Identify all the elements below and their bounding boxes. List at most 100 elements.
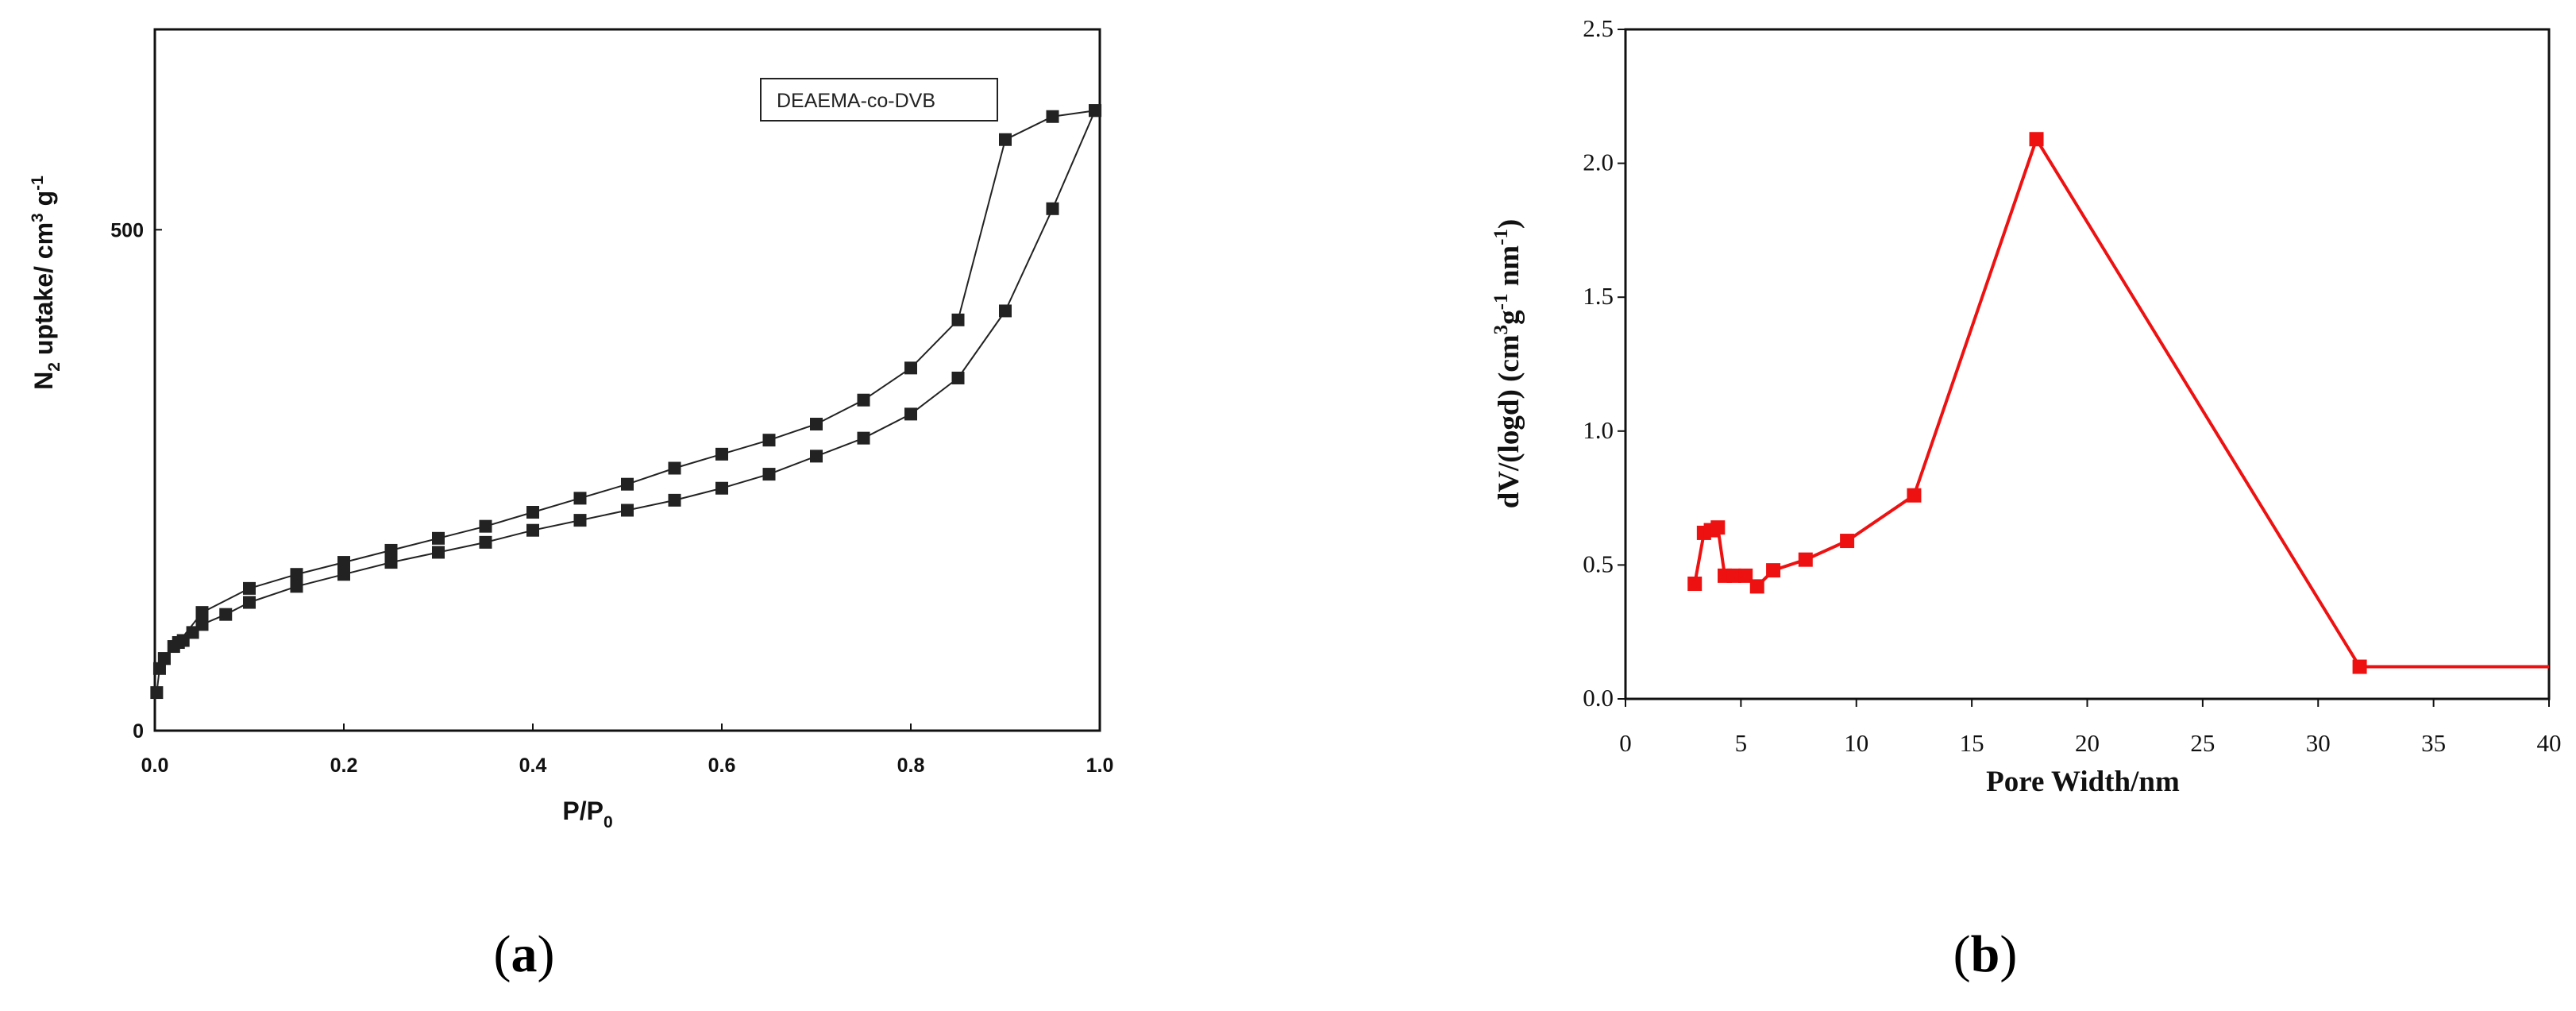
data-point [172, 635, 185, 649]
data-point [479, 519, 492, 533]
panel-a-legend-box [760, 78, 998, 122]
x-tick-label: 40 [2537, 729, 2562, 757]
series-line [1693, 137, 2549, 669]
data-point [857, 431, 870, 445]
panel-a-isotherm-chart: 0 500 0.0 0.2 0.4 0.6 0.8 1.0 DEAEMA-co-DVB P/… [29, 28, 1114, 983]
data-point [384, 556, 398, 569]
data-point [1840, 534, 1855, 549]
data-point [2029, 132, 2044, 147]
data-point [1046, 202, 1059, 215]
data-point [1907, 488, 1922, 503]
data-point [1710, 520, 1726, 535]
panel-a-label: (a) [494, 925, 555, 983]
x-tick-label: 20 [2075, 729, 2100, 757]
data-point [243, 581, 256, 595]
data-point [857, 393, 870, 407]
x-tick-label: 0.6 [708, 754, 736, 777]
panel-a-series [150, 104, 1102, 700]
data-point [668, 461, 681, 475]
data-point [1726, 568, 1741, 583]
panel-a-legend-label: DEAEMA-co-DVB [777, 90, 935, 112]
panel-b-y-ticks: 0.0 0.5 1.0 1.5 2.0 2.5 [1583, 14, 1625, 712]
data-point [195, 606, 209, 619]
data-point [999, 304, 1012, 318]
data-point [1687, 577, 1703, 592]
data-point [573, 492, 587, 505]
panel-b-label: (b) [1953, 925, 2018, 983]
panel-a-x-axis-label: P/P0 [562, 797, 612, 832]
x-tick-label: 10 [1844, 729, 1868, 757]
x-tick-label: 0.2 [330, 754, 358, 777]
data-point [715, 447, 728, 461]
y-tick-label: 1.0 [1583, 416, 1614, 444]
panel-b-x-axis-label: Pore Width/nm [1986, 766, 2180, 798]
series-line [164, 110, 1096, 659]
x-tick-label: 0.4 [519, 754, 547, 777]
panel-b-pore-distribution-chart: 0.0 0.5 1.0 1.5 2.0 2.5 0 5 10 15 20 25 30 35 40 Pore… [1490, 14, 2562, 983]
panel-a-legend: DEAEMA-co-DVB [760, 78, 998, 122]
data-point [290, 568, 303, 581]
x-tick-label: 15 [1960, 729, 1984, 757]
data-point [195, 618, 209, 631]
x-tick-label: 30 [2306, 729, 2331, 757]
panel-b-plot-frame [1624, 28, 2551, 700]
data-point [762, 434, 776, 447]
y-tick-label: 500 [110, 219, 144, 241]
data-point [290, 580, 303, 593]
x-tick-label: 5 [1735, 729, 1748, 757]
data-point [432, 531, 445, 545]
y-tick-label: 0.0 [1583, 684, 1614, 712]
x-tick-label: 35 [2421, 729, 2446, 757]
data-point [1738, 568, 1753, 583]
data-point [2352, 659, 2367, 674]
y-tick-label: 0 [133, 720, 144, 743]
data-point [384, 543, 398, 557]
x-tick-label: 0 [1619, 729, 1632, 757]
data-point [219, 608, 233, 621]
data-point [1046, 110, 1059, 123]
data-point [479, 535, 492, 549]
y-tick-label: 0.5 [1583, 550, 1614, 577]
panel-b-series [1687, 132, 2549, 674]
panel-a-y-ticks: 0 500 [110, 219, 162, 743]
panel-a-y-axis-label: N2 uptake/ cm3 g-1 [29, 176, 64, 390]
data-point [243, 596, 256, 609]
panel-b-y-axis-label: dV/(logd) (cm3g-1 nm-1) [1490, 219, 1525, 509]
data-point [526, 506, 539, 519]
panel-a-x-ticks: 0.0 0.2 0.4 0.6 0.8 1.0 [141, 724, 1114, 777]
x-tick-label: 0.8 [897, 754, 925, 777]
data-point [951, 371, 965, 384]
series-line [156, 110, 1096, 693]
data-point [157, 652, 171, 666]
data-point [904, 407, 917, 421]
x-tick-label: 1.0 [1086, 754, 1114, 777]
data-point [526, 523, 539, 537]
data-point [1798, 552, 1813, 567]
y-tick-label: 2.0 [1583, 149, 1614, 176]
data-point [904, 361, 917, 375]
data-point [668, 493, 681, 507]
data-point [432, 546, 445, 559]
data-point [1749, 579, 1764, 594]
data-point [810, 450, 823, 463]
data-point [762, 468, 776, 481]
data-point [999, 133, 1012, 146]
data-point [951, 313, 965, 326]
panel-b-x-ticks: 0 5 10 15 20 25 30 35 40 [1619, 699, 2562, 757]
x-tick-label: 25 [2190, 729, 2215, 757]
data-point [1766, 563, 1781, 578]
data-point [621, 477, 634, 491]
y-tick-label: 2.5 [1583, 14, 1614, 42]
data-point [337, 556, 350, 569]
data-point [810, 418, 823, 431]
data-point [1089, 104, 1102, 118]
data-point [152, 662, 166, 675]
data-point [337, 568, 350, 581]
data-point [573, 514, 587, 527]
y-tick-label: 1.5 [1583, 282, 1614, 310]
data-point [621, 504, 634, 517]
data-point [715, 481, 728, 495]
panel-a-plot-frame [153, 28, 1101, 732]
data-point [150, 686, 164, 700]
